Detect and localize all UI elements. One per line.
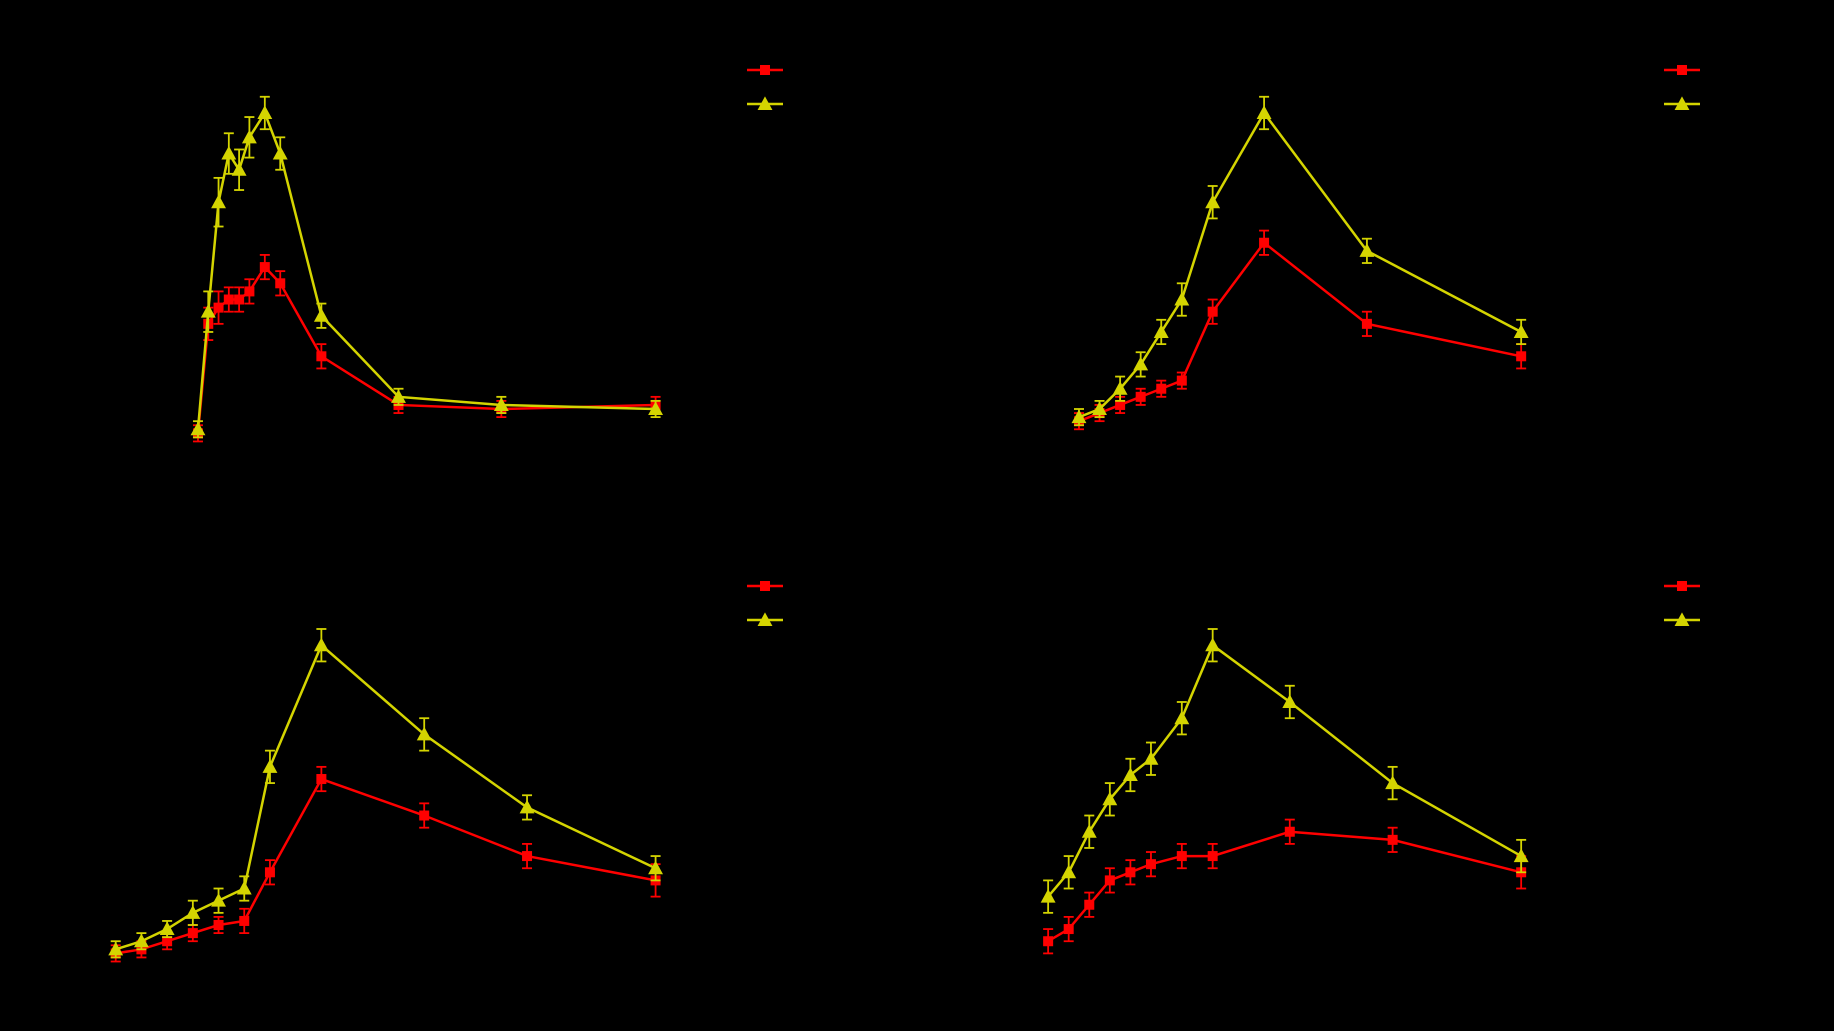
legend xyxy=(1664,66,1700,110)
legend xyxy=(747,66,783,110)
chart-B xyxy=(917,0,1834,516)
figure-grid xyxy=(0,0,1834,1031)
series xyxy=(193,255,661,442)
series xyxy=(1072,97,1527,425)
series xyxy=(109,628,662,956)
axes xyxy=(1007,40,1624,446)
panel-D xyxy=(917,516,1834,1031)
chart-C xyxy=(0,516,917,1031)
chart-D xyxy=(917,516,1834,1031)
panel-A xyxy=(0,0,917,516)
axes xyxy=(90,40,707,446)
axes xyxy=(1007,556,1624,962)
legend xyxy=(747,581,783,625)
legend xyxy=(1664,581,1700,625)
series xyxy=(111,766,661,961)
axes xyxy=(90,556,707,962)
panel-C xyxy=(0,516,917,1031)
series xyxy=(1042,628,1528,912)
panel-B xyxy=(917,0,1834,516)
chart-A xyxy=(0,0,917,516)
series xyxy=(1074,231,1526,430)
series xyxy=(1043,819,1526,953)
